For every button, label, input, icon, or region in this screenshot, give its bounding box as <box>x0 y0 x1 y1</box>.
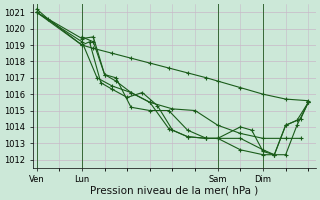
X-axis label: Pression niveau de la mer( hPa ): Pression niveau de la mer( hPa ) <box>90 186 259 196</box>
